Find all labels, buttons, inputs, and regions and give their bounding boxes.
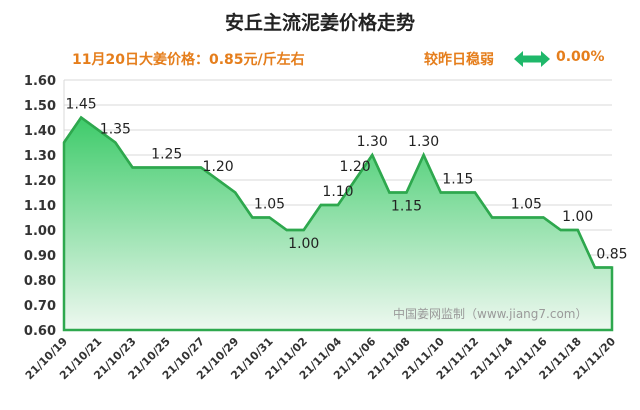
series-line [62, 115, 612, 269]
data-label: 1.00 [288, 236, 319, 252]
price-subtitle: 11月20日大姜价格：0.85元/斤左右 [72, 52, 305, 68]
y-tick-label: 0.80 [24, 274, 56, 289]
data-label: 1.20 [340, 159, 371, 175]
data-label: 1.30 [357, 134, 388, 150]
y-tick-label: 0.70 [24, 299, 56, 314]
area-fill [62, 115, 614, 332]
watermark: 中国姜网监制（www.jiang7.com） [393, 306, 587, 321]
data-label: 1.25 [151, 147, 182, 163]
data-label: 1.05 [254, 197, 285, 213]
data-label: 1.15 [442, 172, 473, 188]
y-tick-label: 1.20 [24, 174, 56, 189]
y-tick-label: 1.60 [24, 74, 56, 89]
data-label: 0.85 [596, 247, 627, 263]
data-label: 1.05 [511, 197, 542, 213]
trend-text: 较昨日稳弱 [424, 52, 494, 68]
y-axis: 0.60 0.70 0.80 0.90 1.00 1.10 1.20 1.30 1.40 1.50… [24, 74, 56, 339]
data-label: 1.30 [408, 134, 439, 150]
change-percent: 0.00% [556, 49, 605, 65]
y-tick-label: 1.10 [24, 199, 56, 214]
y-tick-label: 1.40 [24, 124, 56, 139]
series-area [62, 115, 614, 332]
data-label: 1.00 [562, 209, 593, 225]
y-tick-label: 1.30 [24, 149, 56, 164]
data-labels: 1.451.35 1.25 1.20 1.05 1.00 1.10 1.20 1.30 1.15… [66, 97, 628, 263]
y-tick-label: 1.00 [24, 224, 56, 239]
double-arrow-icon [514, 51, 550, 67]
y-tick-label: 1.50 [24, 99, 56, 114]
data-label: 1.45 [66, 97, 97, 113]
data-label: 1.35 [100, 122, 131, 138]
y-tick-label: 0.90 [24, 249, 56, 264]
x-axis: 21/10/1921/10/2121/10/2321/10/2521/10/27… [23, 335, 619, 383]
data-label: 1.15 [391, 199, 422, 215]
data-label: 1.10 [322, 184, 353, 200]
data-label: 1.20 [203, 159, 234, 175]
y-tick-label: 0.60 [24, 324, 56, 339]
chart-title: 安丘主流泥姜价格走势 [224, 12, 415, 34]
